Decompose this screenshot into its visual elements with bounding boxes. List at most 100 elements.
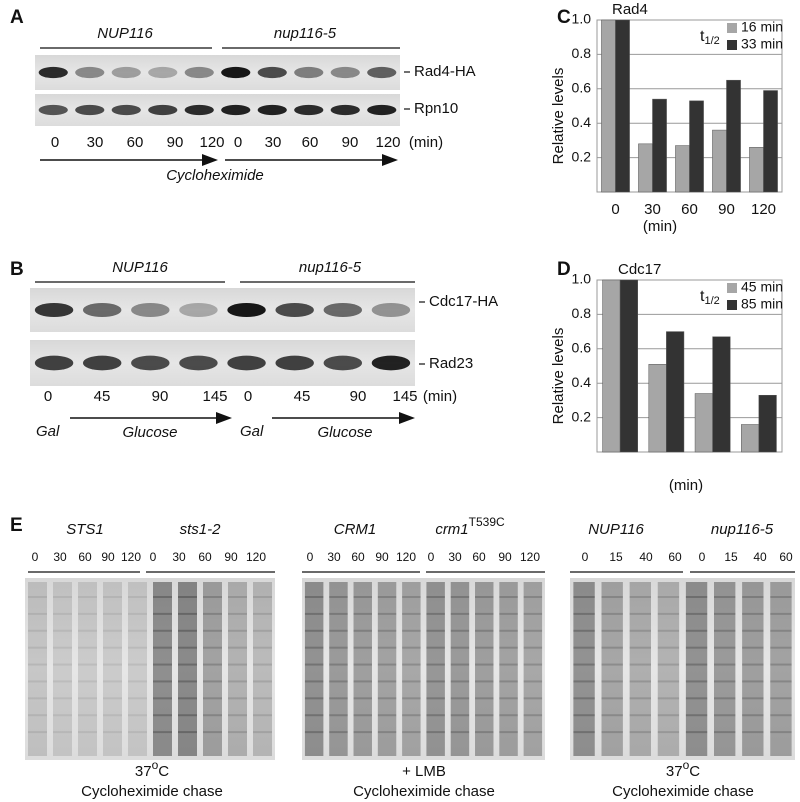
strain-label: nup116-5 bbox=[711, 521, 774, 538]
lane-band bbox=[685, 731, 708, 734]
strain-name: STS1 bbox=[66, 521, 104, 538]
lane-smear bbox=[228, 582, 247, 756]
arrow-head bbox=[202, 154, 218, 166]
lane-band bbox=[128, 714, 147, 717]
lane-band bbox=[685, 646, 708, 649]
time-label: 60 bbox=[779, 550, 793, 564]
band-label: Rad23 bbox=[429, 355, 473, 372]
arrow-head bbox=[382, 154, 398, 166]
bar bbox=[758, 394, 777, 453]
band bbox=[221, 104, 251, 116]
bar bbox=[749, 147, 764, 193]
bar bbox=[726, 79, 741, 193]
band bbox=[179, 302, 218, 318]
time-label: 145 bbox=[392, 388, 417, 405]
lane-band bbox=[353, 680, 372, 683]
lane-band bbox=[629, 646, 651, 649]
band bbox=[323, 355, 363, 371]
lane-band bbox=[450, 697, 470, 700]
lane-band bbox=[128, 697, 147, 700]
band bbox=[82, 302, 122, 318]
lane-band bbox=[601, 731, 623, 734]
lane-band bbox=[103, 731, 122, 734]
lane-band bbox=[770, 714, 792, 717]
lane-band bbox=[178, 697, 197, 700]
lane-band bbox=[253, 680, 272, 683]
strain-label: CRM1 bbox=[334, 521, 377, 538]
lane-band bbox=[523, 663, 543, 666]
time-label: 0 bbox=[582, 550, 589, 564]
lane-band bbox=[657, 596, 680, 598]
lane-band bbox=[353, 629, 372, 632]
lane-band bbox=[103, 596, 122, 598]
lane-band bbox=[402, 731, 421, 734]
lane-band bbox=[78, 612, 97, 615]
caption: 37oC bbox=[135, 758, 169, 780]
lane-band bbox=[53, 596, 72, 598]
lane-band bbox=[770, 629, 792, 632]
lane-band bbox=[601, 697, 623, 700]
time-label: 60 bbox=[127, 134, 144, 151]
time-label: 120 bbox=[375, 134, 400, 151]
time-label: 15 bbox=[724, 550, 738, 564]
lane-band bbox=[742, 697, 764, 700]
lane-band bbox=[475, 646, 494, 649]
legend-swatch bbox=[727, 23, 737, 33]
strain-name: NUP116 bbox=[588, 521, 644, 538]
lane-band bbox=[629, 714, 651, 717]
lane-band bbox=[78, 596, 97, 598]
lane-band bbox=[499, 731, 518, 734]
lane-band bbox=[329, 646, 348, 649]
lane-band bbox=[228, 646, 247, 649]
lane-band bbox=[28, 612, 47, 615]
lane-smear bbox=[499, 582, 518, 756]
y-tick-label: 1.0 bbox=[572, 271, 592, 287]
lane-band bbox=[499, 629, 518, 632]
lane-band bbox=[714, 680, 736, 683]
lane-band bbox=[685, 680, 708, 683]
x-tick-label: 120 bbox=[751, 201, 776, 218]
lane-band bbox=[53, 646, 72, 649]
lane-band bbox=[28, 680, 47, 683]
strain-label: sts1-2 bbox=[180, 521, 222, 538]
legend-label: 85 min bbox=[741, 296, 783, 312]
lane-band bbox=[657, 629, 680, 632]
lane-smear bbox=[103, 582, 122, 756]
arrow-head bbox=[216, 412, 232, 424]
lane-band bbox=[601, 596, 623, 598]
time-label: 120 bbox=[246, 550, 266, 564]
lane-band bbox=[426, 646, 445, 649]
y-tick-label: 0.2 bbox=[572, 148, 592, 164]
strain-label: crm1T539C bbox=[435, 515, 505, 538]
lane-band bbox=[573, 731, 595, 734]
lane-band bbox=[53, 663, 72, 666]
lane-band bbox=[770, 646, 792, 649]
band-label: Rpn10 bbox=[414, 100, 458, 117]
caption-chase: Cycloheximide chase bbox=[81, 783, 223, 800]
lane-band bbox=[475, 697, 494, 700]
band bbox=[75, 104, 105, 116]
lane-band bbox=[685, 612, 708, 615]
legend-title-sub: 1/2 bbox=[704, 295, 719, 307]
legend-swatch bbox=[727, 40, 737, 50]
time-label: 45 bbox=[94, 388, 111, 405]
lane-band bbox=[103, 629, 122, 632]
lane-band bbox=[304, 596, 324, 598]
lane-band bbox=[523, 714, 543, 717]
lane-band bbox=[178, 663, 197, 666]
lane-band bbox=[714, 663, 736, 666]
legend-title: t1/2 bbox=[700, 28, 720, 47]
lane-band bbox=[426, 629, 445, 632]
lane-smear bbox=[770, 582, 792, 756]
band bbox=[257, 104, 287, 116]
band bbox=[184, 66, 214, 79]
lane-band bbox=[153, 612, 172, 615]
time-label: 120 bbox=[520, 550, 540, 564]
lane-band bbox=[153, 697, 172, 700]
time-label: 90 bbox=[498, 550, 512, 564]
lane-band bbox=[685, 697, 708, 700]
lane-band bbox=[228, 714, 247, 717]
band bbox=[111, 104, 141, 116]
lane-band bbox=[253, 731, 272, 734]
